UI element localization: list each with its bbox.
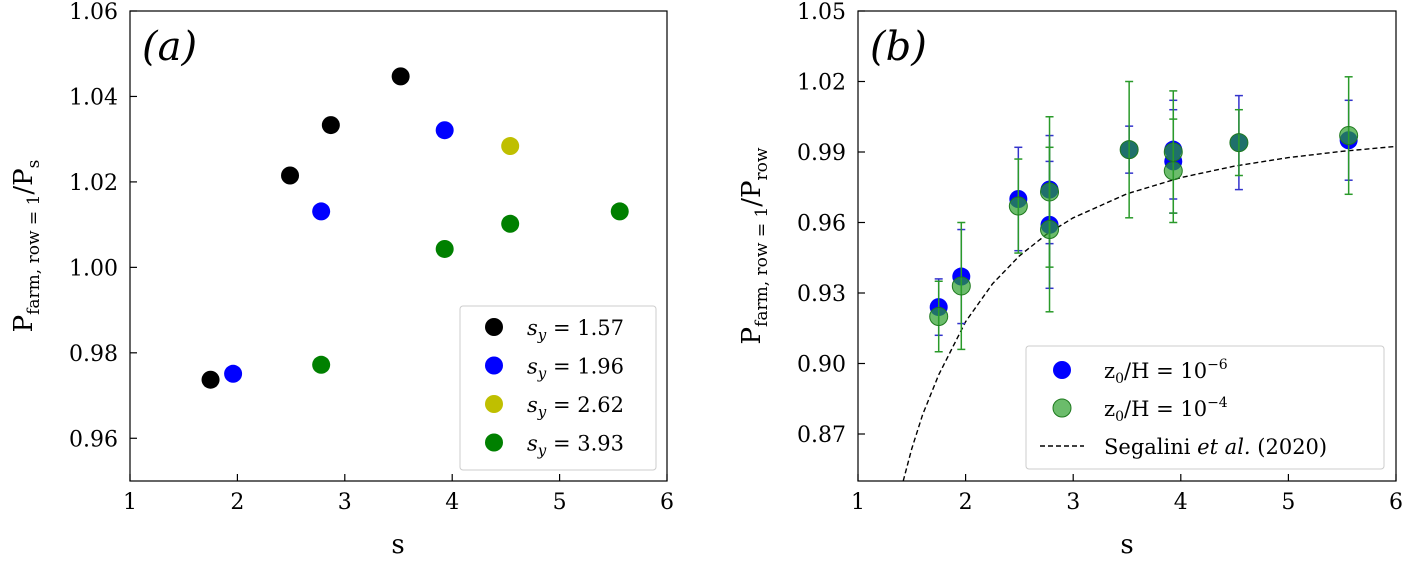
- x-tick-label: 5: [1281, 490, 1295, 515]
- panel-a-ticks: 1 2 3 4 5 6 0.96 0.98 1.00 1.02 1.04 1.06: [69, 0, 674, 515]
- x-tick-label: 4: [1174, 490, 1188, 515]
- y-tick-label: 0.96: [797, 212, 846, 237]
- y-tick-label: 0.90: [797, 353, 846, 378]
- data-point: [312, 355, 331, 374]
- x-tick-label: 5: [553, 490, 567, 515]
- data-point: [1119, 140, 1139, 160]
- legend-marker: [485, 433, 503, 452]
- y-tick-label: 1.00: [69, 256, 118, 281]
- panel-a-frame: [129, 10, 668, 482]
- data-point: [501, 137, 520, 156]
- data-point: [312, 202, 331, 221]
- panel-b-frame: [857, 10, 1397, 482]
- x-tick-label: 1: [851, 490, 865, 515]
- y-tick-label: 0.96: [69, 427, 118, 452]
- x-tick-label: 3: [338, 490, 352, 515]
- x-tick-label: 6: [660, 490, 674, 515]
- y-tick-label: 1.02: [69, 171, 118, 196]
- x-tick-label: 1: [123, 490, 137, 515]
- legend-label: sy = 1.57: [527, 316, 624, 344]
- x-tick-label: 4: [445, 490, 459, 515]
- y-tick-label: 1.04: [69, 85, 118, 110]
- panel-b-ticks: 1 2 3 4 5 6 0.87 0.90 0.93 0.96 0.99 1.02 1.05: [797, 0, 1403, 515]
- data-point: [1163, 161, 1183, 181]
- panel-a-points: [201, 67, 629, 389]
- data-point: [1040, 220, 1060, 240]
- panel-b-label: (b): [870, 24, 927, 70]
- panel-b-xlabel: s: [1120, 530, 1133, 558]
- legend-marker: [1053, 361, 1071, 379]
- data-point: [929, 307, 949, 326]
- data-point: [1008, 196, 1028, 216]
- data-point: [501, 214, 520, 233]
- legend-label: sy = 1.96: [527, 355, 624, 383]
- legend-label: Segalini et al. (2020): [1104, 435, 1327, 459]
- data-point: [201, 370, 220, 389]
- y-tick-label: 1.06: [69, 0, 118, 25]
- data-point: [1229, 133, 1249, 153]
- y-tick-label: 1.02: [797, 71, 846, 96]
- data-point: [435, 239, 454, 258]
- legend-marker: [1052, 398, 1072, 418]
- y-tick-label: 0.87: [797, 423, 846, 448]
- panel-a-ylabel: Pfarm, row = 1/Ps: [9, 160, 44, 333]
- data-point: [321, 116, 340, 135]
- x-tick-label: 2: [959, 490, 973, 515]
- legend-label: sy = 3.93: [527, 432, 624, 460]
- panel-b-points: [929, 76, 1359, 353]
- data-point: [951, 276, 971, 296]
- panel-b-legend-items: z0/H = 10−6 z0/H = 10−4 Segalini et al. (2…: [1040, 357, 1327, 459]
- y-tick-label: 0.99: [797, 141, 846, 166]
- legend-label: z0/H = 10−4: [1104, 395, 1228, 425]
- data-point: [610, 202, 629, 221]
- panel-b: (b) 1 2 3 4 5 6 0.87 0.90 0.93 0.96 0.99 1.02 1.05 s…: [737, 0, 1403, 560]
- legend-marker: [485, 356, 503, 375]
- legend-marker: [485, 395, 503, 413]
- panel-a-label: (a): [142, 24, 197, 70]
- panel-a-legend-items: sy = 1.57 sy = 1.96 sy = 2.62 sy = 3.93: [485, 316, 624, 460]
- legend-label: sy = 2.62: [527, 393, 624, 421]
- panel-b-ylabel: Pfarm, row = 1/Prow: [737, 147, 772, 344]
- panel-a-legend: sy = 1.57 sy = 1.96 sy = 2.62 sy = 3.93: [459, 305, 657, 471]
- data-point: [224, 364, 243, 383]
- x-tick-label: 2: [230, 490, 244, 515]
- data-point: [435, 121, 454, 140]
- data-point: [1339, 126, 1359, 146]
- x-tick-label: 6: [1389, 490, 1403, 515]
- legend-marker: [485, 318, 503, 336]
- y-tick-label: 1.05: [797, 0, 846, 25]
- panel-b-legend: z0/H = 10−6 z0/H = 10−4 Segalini et al. (2…: [1025, 345, 1385, 470]
- panel-a-legend-box: [459, 305, 657, 471]
- data-point: [391, 67, 410, 86]
- panel-a: (a) 1 2 3 4 5 6 0.96 0.98 1.00 1.02 1.04 1.06 s Pfa…: [9, 0, 674, 560]
- panel-b-legend-box: [1025, 345, 1385, 470]
- panel-a-xlabel: s: [391, 530, 404, 558]
- data-point: [281, 166, 300, 185]
- legend-label: z0/H = 10−6: [1104, 357, 1228, 387]
- y-tick-label: 0.93: [797, 282, 846, 307]
- x-tick-label: 3: [1066, 490, 1080, 515]
- y-tick-label: 0.98: [69, 342, 118, 367]
